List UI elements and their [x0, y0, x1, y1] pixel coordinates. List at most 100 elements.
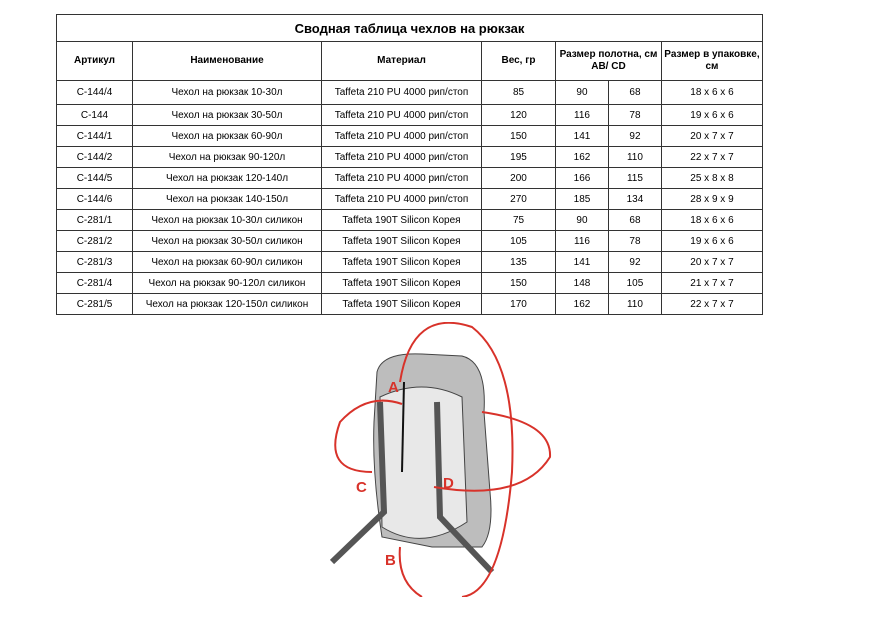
cell-weight: 120: [481, 104, 556, 126]
cell-article: С-281/3: [56, 251, 133, 273]
cell-material: Taffeta 190T Silicon Корея: [321, 251, 482, 273]
cell-article: С-144/6: [56, 188, 133, 210]
cell-name: Чехол на рюкзак 10-30л силикон: [132, 209, 322, 231]
cell-weight: 195: [481, 146, 556, 168]
cell-name: Чехол на рюкзак 90-120л силикон: [132, 272, 322, 294]
cell-material: Taffeta 210 PU 4000 рип/стоп: [321, 188, 482, 210]
cell-size-cd: 92: [607, 251, 662, 273]
cell-pack-size: 20 x 7 x 7: [660, 125, 764, 147]
label-d: D: [443, 475, 454, 492]
cell-weight: 170: [481, 293, 556, 315]
header-size: Размер полотна, см AB/ CD: [555, 41, 662, 81]
cell-size-cd: 92: [607, 125, 662, 147]
red-arrows: [334, 322, 552, 597]
cell-pack-size: 19 x 6 x 6: [660, 230, 764, 252]
cell-name: Чехол на рюкзак 30-50л: [132, 104, 322, 126]
cell-size-ab: 141: [555, 251, 609, 273]
cell-article: С-281/2: [56, 230, 133, 252]
cell-size-ab: 166: [555, 167, 609, 189]
cell-pack-size: 21 x 7 x 7: [660, 272, 764, 294]
right-strap: [434, 401, 495, 575]
cell-size-cd: 68: [607, 80, 662, 105]
cell-pack-size: 18 x 6 x 6: [660, 209, 764, 231]
cell-name: Чехол на рюкзак 60-90л: [132, 125, 322, 147]
cell-size-cd: 78: [607, 104, 662, 126]
cell-size-ab: 148: [555, 272, 609, 294]
cell-weight: 85: [481, 80, 556, 105]
table-row: С-281/4 Чехол на рюкзак 90-120л силикон Ta…: [56, 272, 764, 294]
cell-size-ab: 116: [555, 230, 609, 252]
cell-pack-size: 18 x 6 x 6: [660, 80, 764, 105]
cell-weight: 150: [481, 125, 556, 147]
cell-size-ab: 90: [555, 209, 609, 231]
cell-article: С-144/4: [56, 80, 133, 105]
cell-size-cd: 115: [607, 167, 662, 189]
header-weight: Вес, гр: [481, 41, 556, 81]
cell-size-ab: 185: [555, 188, 609, 210]
cell-pack-size: 22 x 7 x 7: [660, 146, 764, 168]
table-row: С-144/1 Чехол на рюкзак 60-90л Taffeta 210…: [56, 125, 764, 147]
table-row: С-281/1 Чехол на рюкзак 10-30л силикон Taf…: [56, 209, 764, 231]
cell-material: Taffeta 190T Silicon Корея: [321, 272, 482, 294]
backpack-back-panel: [379, 386, 468, 539]
header-material: Материал: [321, 41, 482, 81]
table-row: С-144/5 Чехол на рюкзак 120-140л Taffeta 2…: [56, 167, 764, 189]
table-row: С-144 Чехол на рюкзак 30-50л Taffeta 210 P…: [56, 104, 764, 126]
table-row: С-281/5 Чехол на рюкзак 120-150л силикон T…: [56, 293, 764, 315]
cell-size-cd: 134: [607, 188, 662, 210]
cell-pack-size: 20 x 7 x 7: [660, 251, 764, 273]
header-row: Артикул Наименование Материал Вес, гр Ра…: [56, 41, 764, 81]
cell-weight: 135: [481, 251, 556, 273]
cell-name: Чехол на рюкзак 60-90л силикон: [132, 251, 322, 273]
left-strap: [329, 401, 388, 565]
cell-pack-size: 28 x 9 x 9: [660, 188, 764, 210]
label-c: C: [356, 479, 367, 496]
center-line: [401, 381, 405, 473]
cell-material: Taffeta 210 PU 4000 рип/стоп: [321, 125, 482, 147]
cell-size-cd: 68: [607, 209, 662, 231]
cell-name: Чехол на рюкзак 120-150л силикон: [132, 293, 322, 315]
cell-article: С-281/4: [56, 272, 133, 294]
cell-material: Taffeta 190T Silicon Корея: [321, 209, 482, 231]
table-title: Сводная таблица чехлов на рюкзак: [56, 14, 763, 42]
cell-article: С-144/1: [56, 125, 133, 147]
cell-size-cd: 110: [607, 293, 662, 315]
cell-size-ab: 116: [555, 104, 609, 126]
label-a: A: [388, 379, 399, 396]
cell-pack-size: 22 x 7 x 7: [660, 293, 764, 315]
table-row: С-281/2 Чехол на рюкзак 30-50л силикон Taf…: [56, 230, 764, 252]
header-pack: Размер в упаковке, см: [660, 41, 764, 81]
cell-weight: 200: [481, 167, 556, 189]
covers-table: Сводная таблица чехлов на рюкзак Артикул…: [56, 14, 764, 315]
cell-size-cd: 105: [607, 272, 662, 294]
cell-weight: 105: [481, 230, 556, 252]
cell-weight: 270: [481, 188, 556, 210]
header-article: Артикул: [56, 41, 133, 81]
cell-name: Чехол на рюкзак 140-150л: [132, 188, 322, 210]
cell-name: Чехол на рюкзак 30-50л силикон: [132, 230, 322, 252]
cell-size-cd: 110: [607, 146, 662, 168]
cell-material: Taffeta 210 PU 4000 рип/стоп: [321, 146, 482, 168]
cell-size-ab: 141: [555, 125, 609, 147]
cell-article: С-281/1: [56, 209, 133, 231]
cell-material: Taffeta 210 PU 4000 рип/стоп: [321, 167, 482, 189]
cell-material: Taffeta 210 PU 4000 рип/стоп: [321, 80, 482, 105]
cell-size-ab: 162: [555, 146, 609, 168]
cell-name: Чехол на рюкзак 90-120л: [132, 146, 322, 168]
cell-pack-size: 25 x 8 x 8: [660, 167, 764, 189]
cell-article: С-144: [56, 104, 133, 126]
backpack-illustration: A B C D: [329, 322, 552, 597]
cell-material: Taffeta 190T Silicon Корея: [321, 293, 482, 315]
cell-article: С-144/2: [56, 146, 133, 168]
table-row: С-144/4 Чехол на рюкзак 10-30л Taffeta 210…: [56, 80, 764, 105]
header-name: Наименование: [132, 41, 322, 81]
label-b: B: [385, 552, 396, 569]
table-row: С-144/6 Чехол на рюкзак 140-150л Taffeta 2…: [56, 188, 764, 210]
cell-article: С-144/5: [56, 167, 133, 189]
cell-size-ab: 90: [555, 80, 609, 105]
cell-size-cd: 78: [607, 230, 662, 252]
cell-weight: 150: [481, 272, 556, 294]
table-row: С-281/3 Чехол на рюкзак 60-90л силикон Taf…: [56, 251, 764, 273]
cell-name: Чехол на рюкзак 10-30л: [132, 80, 322, 105]
cell-pack-size: 19 x 6 x 6: [660, 104, 764, 126]
